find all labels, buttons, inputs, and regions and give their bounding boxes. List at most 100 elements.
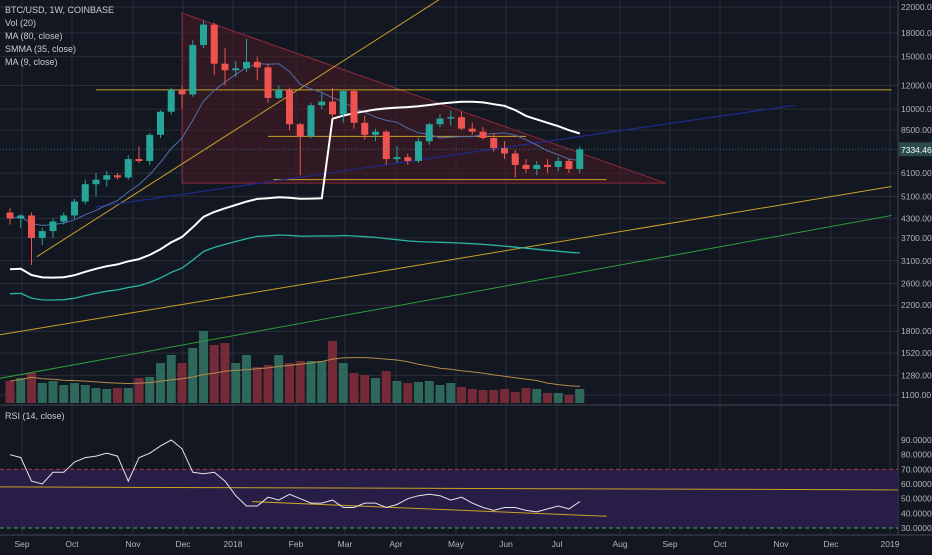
candle-body <box>286 89 293 125</box>
candle-body <box>275 89 283 98</box>
candle-body <box>415 141 422 161</box>
volume-bar <box>199 331 208 403</box>
candle-body <box>307 105 315 137</box>
green-channel-line <box>0 214 892 379</box>
yellow-channel-line <box>0 186 892 336</box>
candle-body <box>576 149 584 169</box>
volume-bar <box>166 355 176 403</box>
time-tick-label: Aug <box>612 539 627 549</box>
candle-body <box>178 89 186 95</box>
volume-bar <box>177 363 187 403</box>
rsi-horizontal-line <box>0 486 899 491</box>
candle-body <box>221 63 229 71</box>
time-tick-label: Feb <box>289 539 304 549</box>
candle-body <box>81 184 89 202</box>
volume-bar <box>5 381 15 403</box>
blue-trend-line <box>95 104 795 208</box>
candle-body <box>339 91 347 115</box>
volume-bar <box>209 345 219 403</box>
candle-body <box>501 148 508 154</box>
candle-body <box>146 134 154 161</box>
rsi-trend-line <box>251 501 607 517</box>
candle-body <box>490 138 498 149</box>
volume-bar <box>435 385 445 403</box>
volume-bar <box>392 381 402 403</box>
price-tick-label: 1800.00 <box>901 326 932 336</box>
volume-bar <box>489 390 499 403</box>
legend-item-ma9: MA (9, close) <box>5 57 58 67</box>
volume-bar <box>48 381 58 403</box>
candle-body <box>114 175 121 178</box>
time-tick-label: Jul <box>552 539 563 549</box>
candle-body <box>92 179 100 185</box>
volume-bar <box>274 355 284 403</box>
volume-bar <box>457 387 466 403</box>
volume-bar <box>59 385 69 403</box>
rsi-legend: RSI (14, close) <box>5 411 65 421</box>
candle-body <box>447 117 455 119</box>
rsi-tick-label: 30.0000 <box>901 523 932 533</box>
symbol-label: BTC/USD, 1W, COINBASE <box>5 5 115 15</box>
volume-bar <box>424 381 434 403</box>
rsi-line <box>9 439 581 513</box>
volume-bar <box>102 389 112 403</box>
candle-body <box>264 67 272 98</box>
price-tick-label: 12000.00 <box>901 81 932 91</box>
candle-body <box>468 128 476 132</box>
time-tick-label: Nov <box>773 539 789 549</box>
volume-bar <box>328 341 337 403</box>
price-tick-label: 18000.00 <box>901 28 932 38</box>
candle-body <box>318 101 326 106</box>
volume-bar <box>467 389 477 403</box>
candle-body <box>38 231 46 238</box>
candle-body <box>232 68 240 71</box>
candle-body <box>60 215 68 222</box>
time-tick-label: 2019 <box>881 539 900 549</box>
time-tick-label: May <box>448 539 465 549</box>
time-tick-label: Oct <box>713 539 727 549</box>
volume-bar <box>91 388 101 403</box>
candle-body <box>361 122 369 135</box>
volume-bar <box>156 363 165 403</box>
candle-body <box>167 89 175 112</box>
candle-body <box>350 91 358 123</box>
chart-legend: BTC/USD, 1W, COINBASE Vol (20) MA (80, c… <box>5 4 114 69</box>
volume-bar <box>145 377 155 403</box>
current-price-label: 7334.46 <box>901 145 932 155</box>
time-tick-label: Oct <box>65 539 79 549</box>
time-tick-label: Dec <box>823 539 839 549</box>
rsi-tick-label: 80.0000 <box>901 450 932 460</box>
volume-bar <box>532 389 542 403</box>
rsi-tick-label: 50.0000 <box>901 494 932 504</box>
candle-body <box>522 164 530 169</box>
candle-body <box>103 175 111 180</box>
volume-bar <box>317 361 327 403</box>
time-tick-label: Mar <box>338 539 353 549</box>
volume-bar <box>360 375 370 403</box>
volume-bar <box>285 363 294 403</box>
candle-body <box>393 157 401 160</box>
volume-bar <box>306 361 316 403</box>
candle-body <box>189 45 197 95</box>
volume-bar <box>338 363 348 403</box>
candle-body <box>382 131 390 160</box>
volume-bar <box>27 373 36 403</box>
time-tick-label: Sep <box>662 539 677 549</box>
volume-bar <box>349 373 359 403</box>
rsi-tick-label: 70.0000 <box>901 464 932 474</box>
volume-bar <box>553 393 563 403</box>
volume-bar <box>543 393 552 403</box>
volume-bar <box>252 367 262 403</box>
volume-bar <box>263 365 273 403</box>
price-tick-label: 1100.00 <box>901 390 931 400</box>
volume-bar <box>80 385 90 403</box>
time-tick-label: Sep <box>14 539 29 549</box>
smma35-line <box>9 100 581 279</box>
time-tick-label: Nov <box>125 539 141 549</box>
price-tick-label: 15000.00 <box>901 52 932 62</box>
volume-bar <box>564 395 574 403</box>
volume-bar <box>16 378 26 403</box>
candle-body <box>210 24 218 64</box>
